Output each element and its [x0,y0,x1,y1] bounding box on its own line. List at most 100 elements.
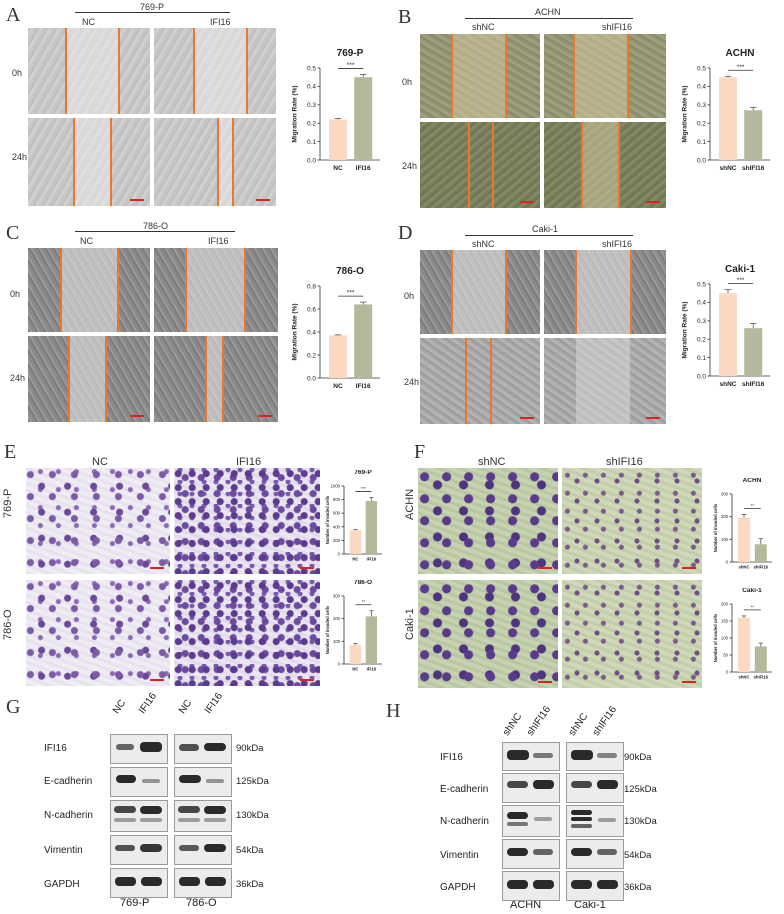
y-axis-label: Migration Rate (%) [682,85,689,142]
lane-label: shNC [566,711,591,738]
kda-label: 36kDa [624,882,652,893]
y-tick-label: 800 [333,497,341,502]
y-tick-label: 0.5 [697,65,706,72]
kda-label: 125kDa [624,784,657,795]
significance-marker: *** [347,290,355,297]
group-label-right: shIFI16 [602,22,633,32]
group-label-left: shNC [472,22,495,32]
y-tick-label: 1000 [331,483,341,488]
time-label-0h: 0h [402,77,413,87]
blot-769p [110,734,168,898]
x-tick-label: NC [352,556,358,561]
y-tick-label: 300 [721,491,729,496]
y-tick-label: 0.6 [307,306,316,313]
bar [719,77,737,160]
wound-image-shifi16-24h [544,338,666,424]
x-tick-label: shIFI16 [742,381,765,388]
bar [365,500,378,554]
time-label-0h: 0h [12,68,23,78]
time-label-24h: 24h [404,377,420,387]
protein-label-e-cadherin: E-cadherin [440,784,489,795]
y-tick-label: 0.8 [307,283,316,290]
protein-label-ifi16: IFI16 [440,752,463,763]
y-tick-label: 0.2 [307,352,316,359]
wound-image-ifi16-0h [154,28,276,114]
y-tick-label: 0.4 [307,329,316,336]
significance-marker: ** [751,604,755,609]
group-label-achn: ACHN [510,899,542,911]
bar [329,119,347,160]
y-tick-label: 0.2 [697,120,706,127]
kda-label: 54kDa [236,845,264,856]
protein-label-n-cadherin: N-cadherin [44,810,93,821]
bar [354,77,373,160]
x-tick-label: NC [352,666,358,671]
transwell-image-nc-769p [26,468,170,574]
group-label-left: shNC [472,239,495,249]
lane-label: NC [110,697,129,716]
wound-image-shnc-24h [420,122,540,208]
time-label-0h: 0h [404,291,415,301]
panel-letter-b: B [398,6,412,28]
y-tick-label: 0.3 [697,318,706,325]
chart-title: 769-P [337,48,364,59]
wound-image-shnc-24h [420,338,540,424]
bar [754,544,767,562]
time-label-0h: 0h [10,289,21,299]
y-axis-label: Number of invaded cells [713,503,718,552]
chart-title: 786-O [354,580,372,586]
y-tick-label: 100 [333,639,341,644]
time-label-24h: 24h [402,161,418,171]
y-tick-label: 200 [333,538,341,543]
wound-image-shnc-0h [420,34,540,118]
blot-caki1 [566,742,624,901]
y-axis-label: Migration Rate (%) [292,303,299,360]
y-tick-label: 0 [338,551,341,556]
time-label-24h: 24h [10,373,26,383]
panel-letter-f: F [414,441,426,463]
bar [329,335,347,378]
group-label-left: NC [82,17,95,27]
y-tick-label: 200 [721,601,729,606]
x-tick-label: NC [333,165,343,172]
group-label-786o: 786-O [186,897,217,909]
wound-image-ifi16-0h [154,248,278,332]
kda-label: 130kDa [236,810,269,821]
group-label-right: IFI16 [210,17,231,27]
kda-label: 125kDa [236,776,269,787]
wound-image-nc-24h [28,336,150,422]
group-label-right: shIFI16 [606,456,643,468]
chart-title: 769-P [354,470,372,476]
row-label-786o: 786-O [2,609,14,640]
panel-letter-h: H [386,700,401,722]
bar [365,616,378,664]
wound-image-shifi16-0h [544,250,666,334]
transwell-image-ifi16-769p [174,468,320,574]
x-tick-label: shIFI16 [754,674,769,679]
x-tick-label: shNC [739,564,750,569]
panel-letter-e: E [4,441,17,463]
wound-image-shifi16-24h [544,122,666,208]
bar [349,530,362,554]
x-tick-label: shIFI16 [754,564,769,569]
transwell-image-shnc-caki1 [418,580,558,688]
panel-letter-d: D [398,222,413,244]
bar [744,110,763,160]
bar [754,646,767,672]
y-axis-label: Number of invaded cells [325,495,330,544]
wound-image-shifi16-0h [544,34,666,118]
wound-image-shnc-0h [420,250,540,334]
panel-letter-c: C [6,222,20,244]
protein-label-vimentin: Vimentin [440,850,479,861]
y-tick-label: 0.4 [697,84,706,91]
protein-label-ifi16: IFI16 [44,743,67,754]
y-tick-label: 0.0 [307,375,316,382]
protein-label-vimentin: Vimentin [44,845,83,856]
y-tick-label: 0.2 [697,336,706,343]
bar-chart-achn-invasion: ACHN 0 100 200 300 Number of invaded cells shN… [713,478,772,569]
wound-image-ifi16-24h [154,336,278,422]
x-tick-label: IFI16 [356,383,371,390]
y-tick-label: 0.1 [697,355,706,362]
y-tick-label: 0.5 [307,65,316,72]
significance-marker: *** [347,62,355,69]
